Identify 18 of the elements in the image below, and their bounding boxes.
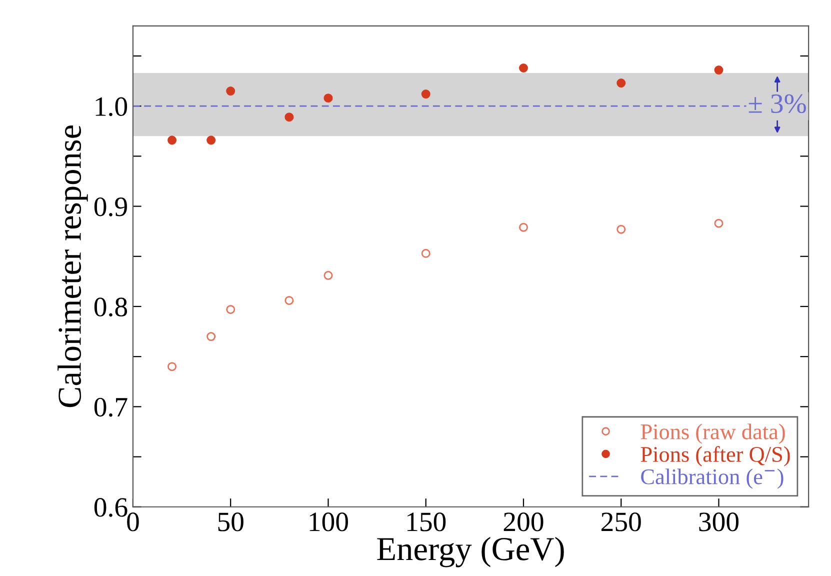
x-axis-title: Energy (GeV) [377, 536, 564, 568]
y-tick-label: 0.8 [94, 298, 128, 317]
y-axis-title: Calorimeter response [58, 125, 88, 408]
x-tick-label: 200 [504, 512, 544, 532]
x-tick-label: 0 [127, 512, 139, 532]
x-tick-label: 50 [218, 512, 244, 532]
legend-label: Calibration (e$^{−}$) [641, 468, 784, 489]
x-tick-label: 100 [310, 512, 348, 532]
y-tick-label: 1.0 [96, 97, 128, 116]
annotation: ± 3% [748, 94, 806, 114]
x-tick-label: 250 [602, 512, 641, 532]
x-tick-label: 300 [699, 512, 739, 532]
legend-label: Pions (raw data) [640, 424, 785, 444]
x-tick-label: 150 [407, 512, 446, 532]
y-tick-label: 0.7 [94, 398, 128, 417]
legend-label: Pions (after Q/S) [640, 446, 790, 466]
y-tick-label: 0.9 [94, 197, 127, 216]
y-tick-label: 0.6 [94, 498, 128, 517]
